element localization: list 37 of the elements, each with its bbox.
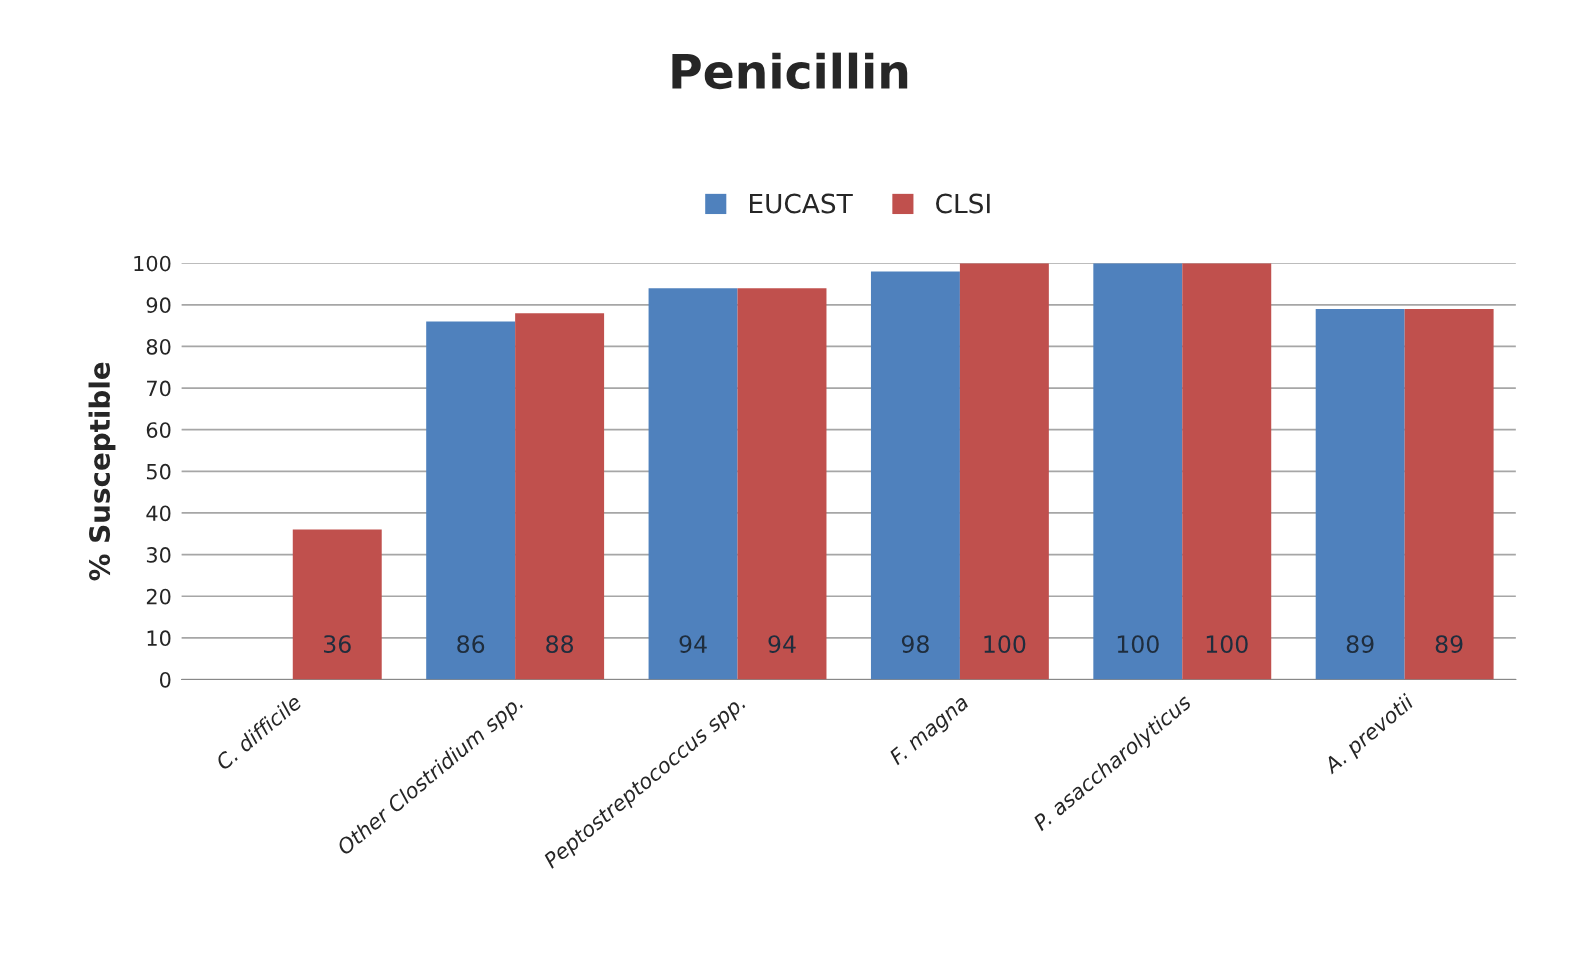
legend-label: EUCAST <box>750 193 853 214</box>
bar <box>292 529 382 680</box>
bar <box>1315 308 1405 680</box>
bar <box>648 288 738 680</box>
y-tick-label: 30 <box>146 547 171 563</box>
y-tick-label: 100 <box>134 255 171 272</box>
y-tick-label: 90 <box>146 297 171 314</box>
data-label: 100 <box>1206 635 1248 654</box>
y-tick-label: 70 <box>147 380 171 397</box>
chart-title: Penicillin <box>672 52 908 90</box>
data-label: 89 <box>1346 635 1374 654</box>
legend-label: CLSI <box>936 193 990 214</box>
bar <box>515 313 605 680</box>
data-label: 36 <box>324 635 351 654</box>
y-tick-label: 60 <box>146 422 171 438</box>
y-tick-label: 10 <box>147 630 171 647</box>
y-tick-label: 0 <box>159 671 171 688</box>
y-tick-label: 20 <box>146 588 171 605</box>
bar <box>959 263 1049 680</box>
bar <box>1404 308 1494 680</box>
data-label: 94 <box>768 635 796 654</box>
y-tick-label: 40 <box>146 505 171 522</box>
bar <box>1093 263 1183 680</box>
y-tick-label: 80 <box>146 338 171 355</box>
bar <box>426 321 516 680</box>
data-label: 88 <box>546 635 574 654</box>
data-label: 100 <box>1117 635 1159 654</box>
bar <box>737 288 827 680</box>
bar <box>870 271 960 680</box>
data-label: 89 <box>1435 635 1463 654</box>
bar <box>1182 263 1272 680</box>
data-label: 94 <box>679 635 707 654</box>
data-label: 98 <box>901 635 929 654</box>
data-label: 100 <box>984 635 1026 654</box>
y-axis-title: % Susceptible <box>88 362 116 581</box>
y-tick-label: 50 <box>146 463 171 480</box>
data-label: 86 <box>457 635 485 654</box>
